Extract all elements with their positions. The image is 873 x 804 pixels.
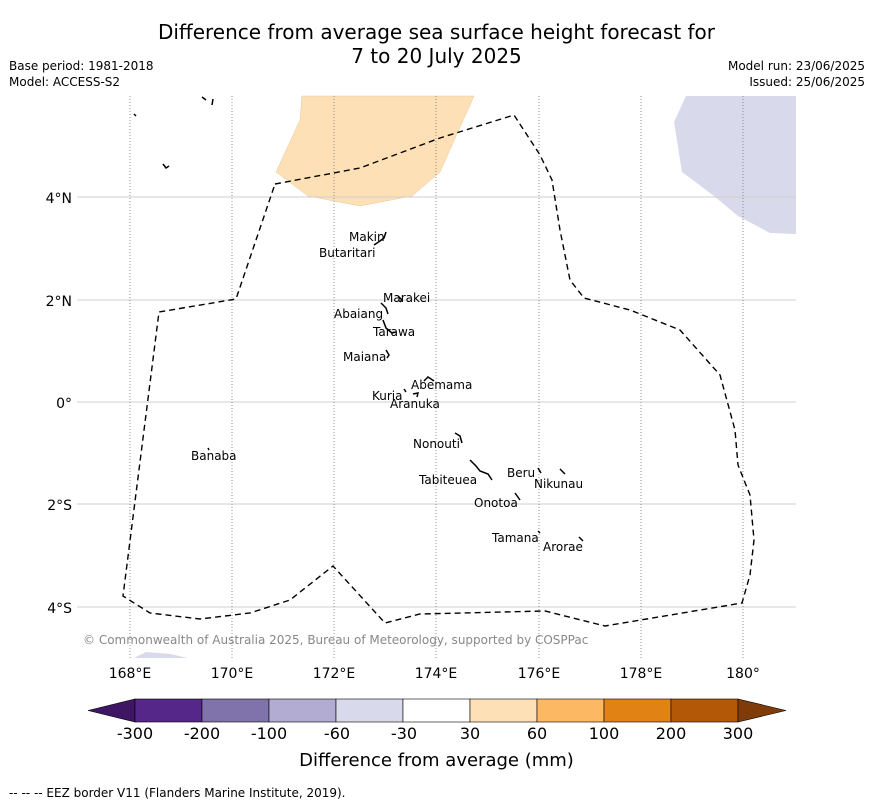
colorbar-segment — [536, 698, 605, 723]
lon-tick-label: 178°E — [620, 666, 663, 682]
map-title: Difference from average sea surface heig… — [0, 20, 873, 68]
lat-tick-label: 2°S — [47, 498, 72, 514]
island-arorae — [578, 536, 584, 542]
lon-tick-label: 174°E — [415, 666, 458, 682]
island-onotoa — [514, 492, 521, 501]
place-label-beru: Beru — [507, 466, 535, 480]
negative-anomaly-region-south — [134, 652, 188, 658]
colorbar-label: 60 — [526, 724, 548, 743]
colorbar-label: -100 — [250, 724, 288, 743]
base-period: Base period: 1981-2018 — [9, 59, 154, 73]
issued-date: Issued: 25/06/2025 — [749, 75, 865, 89]
lat-tick-label: 0° — [56, 396, 72, 412]
island-nonouti — [454, 432, 463, 444]
place-label-tabiteuea: Tabiteuea — [418, 473, 477, 487]
colorbar-label: 200 — [655, 724, 687, 743]
island-marakei — [397, 295, 404, 303]
island-tamana — [537, 530, 541, 534]
colorbar-segment — [201, 698, 270, 723]
colorbar-extend-low — [87, 698, 136, 723]
place-label-butaritari: Butaritari — [319, 246, 376, 260]
colorbar-label: 30 — [459, 724, 481, 743]
place-label-abaiang: Abaiang — [334, 307, 383, 321]
colorbar-segment — [335, 698, 404, 723]
negative-anomaly-region — [674, 96, 796, 234]
lon-tick-label: 170°E — [211, 666, 254, 682]
colorbar-segment — [670, 698, 739, 723]
run-info: Model run: 23/06/2025 Issued: 25/06/2025 — [728, 58, 865, 90]
colorbar-label: -30 — [390, 724, 418, 743]
eez-border-gilbert — [122, 114, 755, 627]
island-abaiang — [380, 302, 389, 315]
positive-anomaly-region — [275, 95, 475, 207]
colorbar-label: 300 — [722, 724, 754, 743]
lat-tick-label: 2°N — [46, 294, 72, 310]
place-label-maiana: Maiana — [343, 350, 386, 364]
latitude-gridlines — [77, 196, 796, 608]
colorbar-segment — [402, 698, 471, 723]
place-label-aranuka: Aranuka — [390, 397, 440, 411]
model-run-date: Model run: 23/06/2025 — [727, 59, 865, 73]
place-label-banaba: Banaba — [191, 449, 237, 463]
title-line-1: Difference from average sea surface heig… — [157, 20, 716, 44]
island-maiana — [385, 349, 390, 359]
lat-tick-label: 4°N — [46, 191, 72, 207]
island-north-2 — [201, 96, 207, 101]
longitude-gridlines — [129, 96, 744, 658]
place-label-arorae: Arorae — [543, 540, 583, 554]
eez-footnote: -- -- -- EEZ border V11 (Flanders Marine… — [9, 786, 346, 800]
lat-tick-label: 4°S — [47, 601, 72, 617]
colorbar-label: -200 — [183, 724, 221, 743]
island-butaritari — [373, 231, 387, 246]
colorbar-label: -60 — [323, 724, 351, 743]
colorbar-title: Difference from average (mm) — [299, 750, 574, 771]
place-label-marakei: Marakei — [383, 291, 430, 305]
colorbar-segment — [134, 698, 203, 723]
lon-tick-label: 180° — [726, 666, 760, 682]
island-tarawa — [382, 319, 397, 334]
lon-tick-label: 176°E — [518, 666, 561, 682]
title-line-2: 7 to 20 July 2025 — [351, 44, 522, 68]
model-info: Base period: 1981-2018 Model: ACCESS-S2 — [9, 58, 154, 90]
colorbar — [87, 698, 787, 723]
island-north-1 — [133, 113, 137, 117]
island-north-3 — [211, 98, 214, 106]
colorbar-label: -300 — [116, 724, 154, 743]
colorbar-segment — [469, 698, 538, 723]
place-label-tamana: Tamana — [491, 531, 539, 545]
place-label-onotoa: Onotoa — [474, 496, 518, 510]
lon-tick-label: 172°E — [313, 666, 356, 682]
colorbar-extend-high — [737, 698, 787, 723]
island-kuria — [403, 388, 407, 393]
place-label-nonouti: Nonouti — [413, 437, 460, 451]
copyright-text: © Commonwealth of Australia 2025, Bureau… — [83, 633, 588, 647]
colorbar-segment — [268, 698, 337, 723]
model-name: Model: ACCESS-S2 — [9, 75, 121, 89]
lon-tick-label: 168°E — [109, 666, 152, 682]
place-label-kuria: Kuria — [372, 389, 403, 403]
place-label-makin: Makin — [349, 230, 385, 244]
island-beru — [537, 467, 542, 474]
colorbar-segment — [603, 698, 672, 723]
island-banaba — [207, 447, 210, 451]
island-north-4 — [162, 163, 170, 170]
place-label-nikunau: Nikunau — [534, 477, 583, 491]
place-label-tarawa: Tarawa — [372, 325, 415, 339]
place-label-abemama: Abemama — [411, 378, 472, 392]
island-nikunau — [559, 468, 566, 475]
colorbar-label: 100 — [588, 724, 620, 743]
island-aranuka — [412, 392, 420, 398]
island-abemama — [423, 376, 435, 382]
island-tabiteuea — [469, 459, 493, 481]
